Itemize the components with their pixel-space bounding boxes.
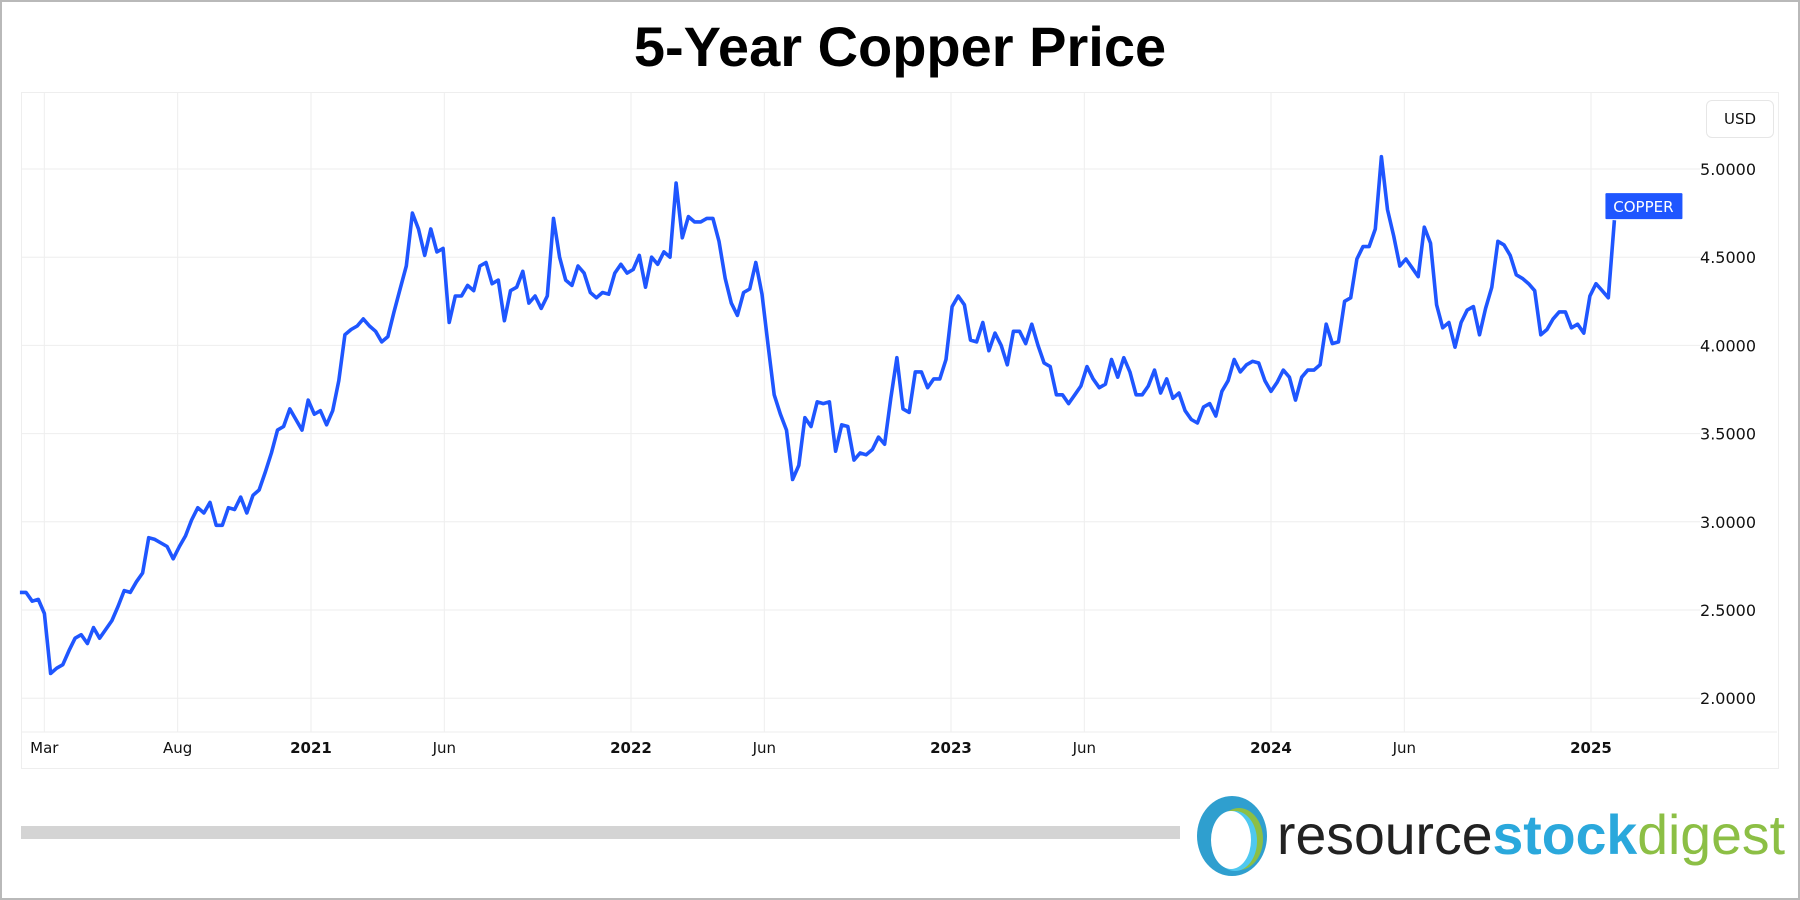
y-tick-label: 2.5000 [1700, 601, 1756, 620]
x-tick-label: 2021 [290, 739, 332, 757]
x-tick-label: Jun [1392, 739, 1416, 757]
logo-ring-icon [1197, 796, 1267, 876]
x-tick-label: 2024 [1250, 739, 1292, 757]
chart-area[interactable] [21, 92, 1779, 769]
logo-text-digest: digest [1637, 803, 1785, 866]
y-tick-label: 2.0000 [1700, 689, 1756, 708]
y-tick-label: 3.5000 [1700, 425, 1756, 444]
x-tick-label: Jun [1072, 739, 1096, 757]
x-axis-labels: Mar Aug 2021 Jun 2022 Jun 2023 Jun 2024 Jun 2025 [30, 739, 1612, 757]
x-tick-label: Mar [30, 739, 59, 757]
x-tick-label: Jun [752, 739, 776, 757]
svg-text:resourcestockdigest: resourcestockdigest [1277, 803, 1785, 866]
copper-price-line [19, 154, 1617, 676]
y-tick-label: 5.0000 [1700, 160, 1756, 179]
logo-text-stock: stock [1492, 803, 1638, 866]
x-tick-label: 2025 [1570, 739, 1612, 757]
logo-text-resource: resource [1277, 803, 1492, 866]
y-tick-label: 4.5000 [1700, 248, 1756, 267]
y-tick-label: 4.0000 [1700, 336, 1756, 355]
y-tick-label: 3.0000 [1700, 513, 1756, 532]
series-label: COPPER [1613, 198, 1673, 216]
x-tick-label: Jun [432, 739, 456, 757]
series-label-badge [1605, 193, 1683, 220]
chart-title: 5-Year Copper Price [633, 15, 1167, 78]
x-tick-label: Aug [163, 739, 192, 757]
x-tick-label: 2022 [610, 739, 652, 757]
y-axis-labels: 2.0000 2.5000 3.0000 3.5000 4.0000 4.5000 5.00… [1700, 160, 1756, 708]
x-tick-label: 2023 [930, 739, 972, 757]
currency-button[interactable]: USD [1706, 100, 1774, 138]
gridlines [22, 93, 1777, 733]
resourcestockdigest-logo: resourcestockdigest [1190, 790, 1790, 889]
last-value-label: COPPER [1605, 193, 1683, 220]
timeline-scrollbar[interactable] [21, 826, 1180, 839]
